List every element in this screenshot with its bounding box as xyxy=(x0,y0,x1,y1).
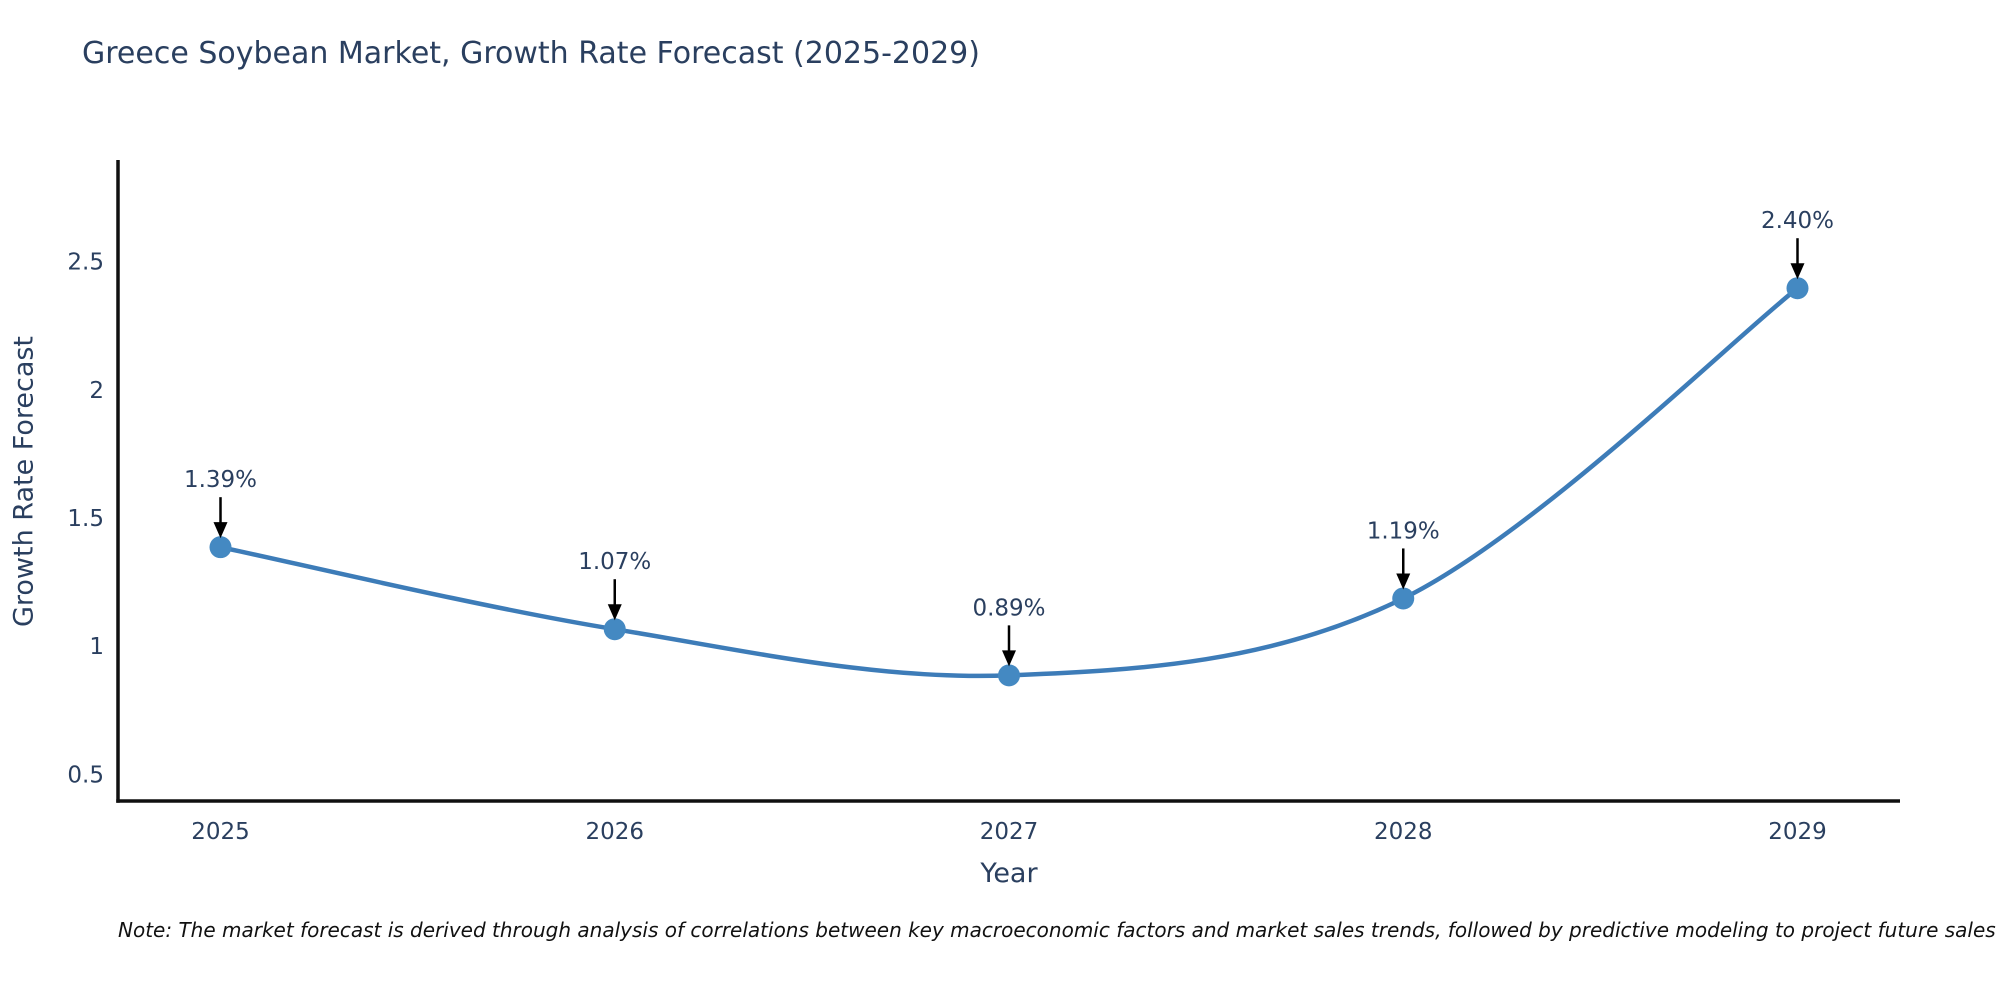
x-axis-title: Year xyxy=(980,858,1038,889)
chart-title: Greece Soybean Market, Growth Rate Forec… xyxy=(82,36,980,71)
data-point-marker-2029 xyxy=(1786,277,1809,300)
y-tick-label: 2.5 xyxy=(67,250,104,276)
data-point-marker-2028 xyxy=(1392,587,1415,610)
y-tick-label: 1 xyxy=(89,634,104,660)
footnote: Note: The market forecast is derived thr… xyxy=(118,918,1996,942)
y-axis-title: Growth Rate Forecast xyxy=(8,335,40,628)
annotation-arrowhead-icon xyxy=(607,604,622,621)
data-point-marker-2027 xyxy=(998,664,1020,687)
x-tick-label: 2029 xyxy=(1768,819,1827,845)
x-tick-label: 2025 xyxy=(191,819,250,845)
y-tick-label: 0.5 xyxy=(67,762,104,788)
data-point-label: 0.89% xyxy=(972,595,1045,621)
data-point-marker-2026 xyxy=(603,618,626,641)
data-point-label: 2.40% xyxy=(1761,208,1834,234)
x-tick-label: 2028 xyxy=(1374,819,1433,845)
annotation-arrowhead-icon xyxy=(1002,650,1016,667)
data-point-label: 1.39% xyxy=(184,467,257,493)
y-tick-label: 1.5 xyxy=(67,506,104,532)
data-point-label: 1.19% xyxy=(1367,518,1440,544)
annotation-arrowhead-icon xyxy=(1396,573,1411,590)
x-tick-label: 2027 xyxy=(980,819,1039,845)
annotation-arrowhead-icon xyxy=(213,522,228,539)
data-point-label: 1.07% xyxy=(578,549,651,575)
y-tick-label: 2 xyxy=(89,378,104,404)
x-tick-label: 2026 xyxy=(585,819,644,845)
annotation-arrowhead-icon xyxy=(1790,263,1805,280)
data-point-marker-2025 xyxy=(209,536,232,559)
